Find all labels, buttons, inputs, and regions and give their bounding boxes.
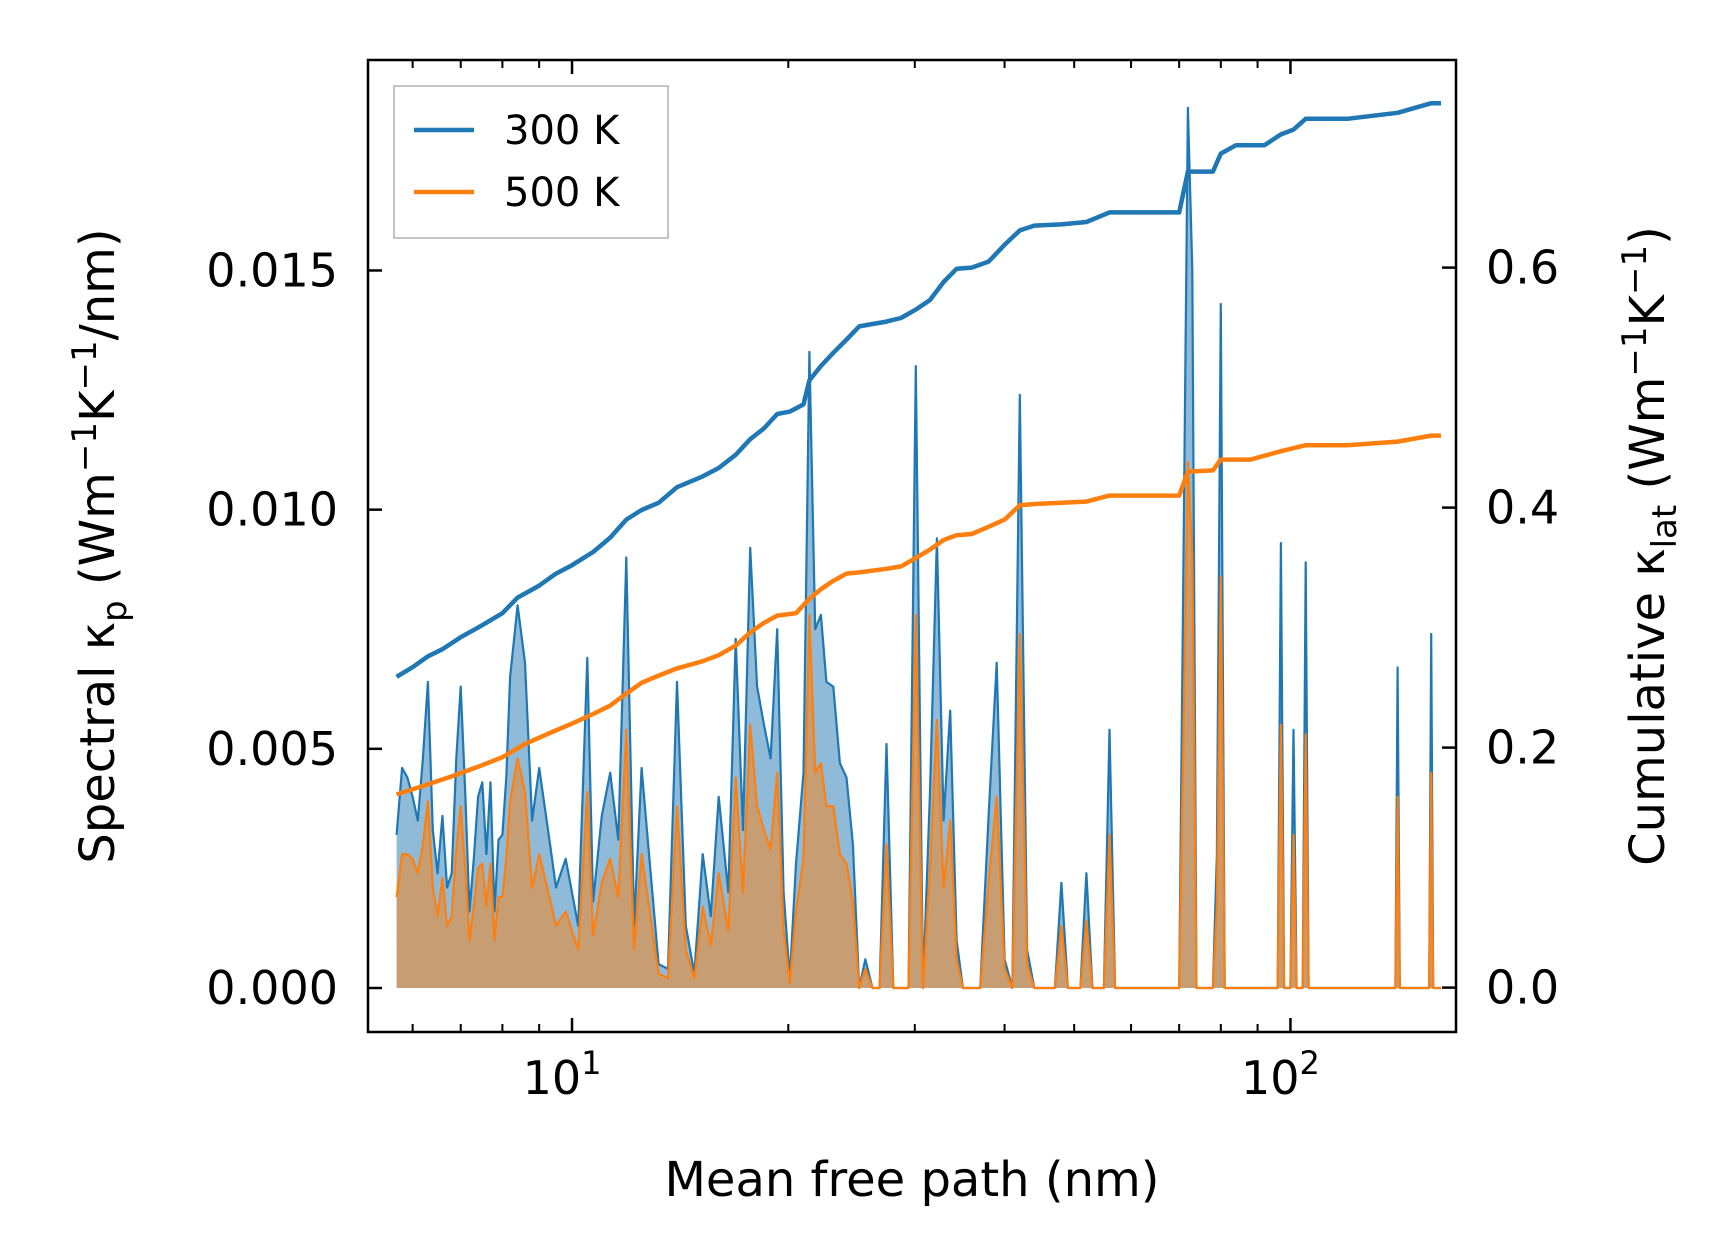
- ticks: [368, 60, 1456, 1032]
- x-tick-label: 101: [523, 1044, 602, 1105]
- legend-label-300k: 300 K: [504, 108, 621, 154]
- y-right-tick-label: 0.4: [1486, 481, 1559, 535]
- spectral-line-500k: [395, 460, 1441, 990]
- plot-area: [395, 100, 1442, 990]
- legend-label-500k: 500 K: [504, 170, 621, 216]
- y-left-tick-label: 0.005: [206, 722, 338, 776]
- y-axis-label-left: Spectral κp (Wm−1K−1/nm): [65, 228, 135, 863]
- y-left-tick-label: 0.000: [206, 961, 338, 1015]
- x-axis-label: Mean free path (nm): [665, 1152, 1160, 1208]
- plot-frame: [366, 58, 1458, 1034]
- legend-box: [393, 85, 669, 239]
- y-right-tick-label: 0.6: [1486, 241, 1559, 295]
- cumulative-line-500k: [395, 433, 1441, 797]
- cumulative-line-300k: [395, 100, 1441, 679]
- y-axis-label-right: Cumulative κlat (Wm−1K−1): [1615, 226, 1685, 866]
- spectral-area-500k: [396, 461, 1442, 988]
- x-tick-label: 102: [1241, 1044, 1320, 1105]
- legend: 300 K 500 K: [393, 85, 669, 239]
- y-right-tick-label: 0.2: [1486, 721, 1559, 775]
- y-right-tick-label: 0.0: [1486, 961, 1559, 1015]
- y-left-tick-label: 0.015: [206, 243, 338, 297]
- y-left-tick-label: 0.010: [206, 483, 338, 537]
- tick-labels: 101 102 0.000 0.005 0.010 0.015 0.0 0.2 0.4 0.6: [206, 241, 1559, 1105]
